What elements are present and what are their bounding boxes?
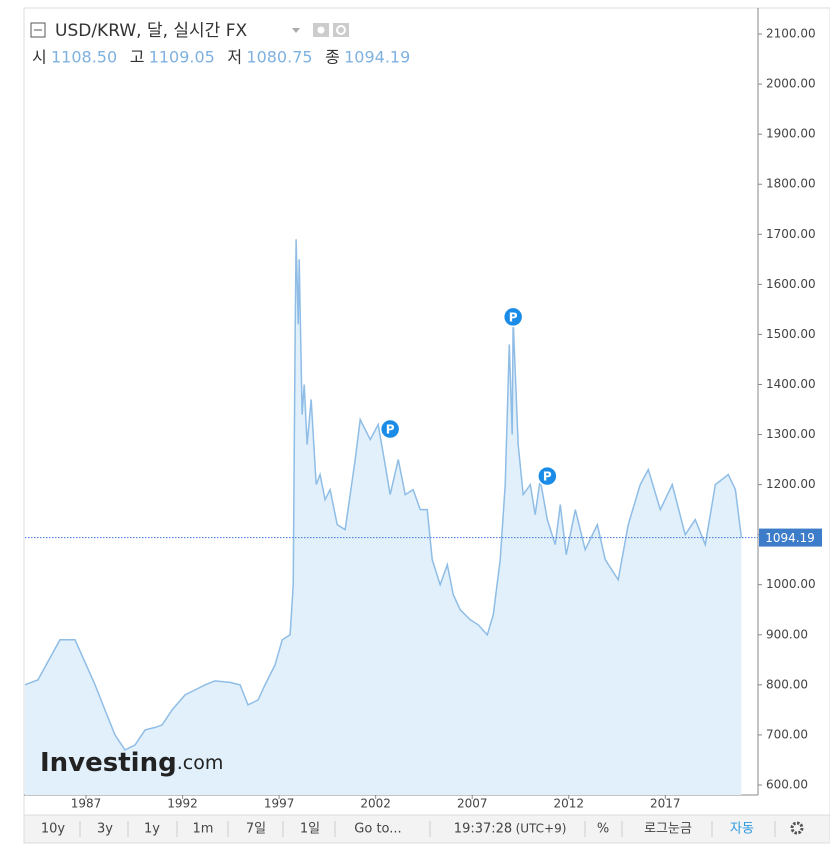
toolbar-time: 19:37:28 [454, 822, 512, 837]
y-tick-label: 1000.00 [766, 577, 816, 591]
last-price-label: 1094.19 [765, 531, 815, 545]
y-tick-label: 1500.00 [766, 327, 816, 341]
event-marker[interactable] [537, 465, 558, 487]
y-tick-label: 2100.00 [766, 27, 816, 41]
event-marker-label: P [386, 423, 395, 437]
ohlc-value: 1108.50 [51, 48, 117, 67]
y-tick-label: 1300.00 [766, 427, 816, 441]
ohlc-label: 종 [325, 48, 340, 67]
price-line [24, 239, 743, 751]
gear-icon-hole [795, 826, 799, 830]
y-tick-label: 1900.00 [766, 127, 816, 141]
logo-name: Investing [40, 748, 177, 778]
x-tick-label: 2007 [457, 797, 488, 811]
last-price-badge [759, 528, 822, 547]
y-tick-label: 1700.00 [766, 227, 816, 241]
chart-title: USD/KRW, 달, 실시간 FX [55, 21, 247, 41]
toolbar-button[interactable]: 1일 [300, 822, 320, 837]
toolbar-group: 10y 3y 1y 1m 7일 1일 Go to... 19:37:28 (UTC+9)% 로그눈… [41, 821, 776, 837]
dropdown-arrow[interactable] [292, 28, 300, 33]
y-tick-label: 800.00 [766, 677, 808, 691]
y-tick-label: 600.00 [766, 777, 808, 791]
toolbar-button[interactable]: 10y [41, 822, 66, 837]
ohlc-label: 고 [130, 48, 145, 67]
ohlc-value: 1094.19 [344, 48, 410, 67]
toolbar-auto[interactable]: 자동 [730, 822, 754, 837]
toolbar-log[interactable]: 로그눈금 [644, 822, 692, 837]
y-tick-label: 700.00 [766, 727, 808, 741]
toolbar-button[interactable]: 7일 [246, 822, 266, 837]
ohlc-label: 저 [227, 48, 242, 67]
y-tick-label: 1200.00 [766, 477, 816, 491]
x-tick-label: 2002 [360, 797, 391, 811]
toolbar-button[interactable]: 1y [144, 822, 160, 837]
eye-icon-pupil [317, 26, 325, 34]
collapse-icon[interactable] [30, 22, 46, 38]
settings-icon-ring [336, 25, 346, 35]
toolbar-button[interactable]: 3y [97, 822, 113, 837]
toolbar-timezone[interactable]: (UTC+9) [516, 822, 567, 836]
x-tick-label: 1997 [264, 797, 295, 811]
x-tick-label: 1987 [71, 797, 102, 811]
toolbar-button[interactable]: 1m [193, 822, 214, 837]
y-tick-label: 1600.00 [766, 277, 816, 291]
y-tick-label: 2000.00 [766, 77, 816, 91]
x-tick-label: 2017 [650, 797, 681, 811]
event-marker[interactable] [502, 306, 524, 328]
toolbar-button[interactable]: Go to... [354, 822, 401, 837]
ohlc-value: 1080.75 [246, 48, 312, 67]
logo: Investing.com [40, 748, 223, 778]
y-tick-label: 1800.00 [766, 177, 816, 191]
x-tick-label: 1992 [167, 797, 198, 811]
y-tick-label: 900.00 [766, 627, 808, 641]
settings-icon[interactable] [333, 23, 349, 37]
event-marker-label: P [543, 470, 552, 484]
area-fill [25, 239, 742, 796]
event-marker-label: P [509, 310, 518, 324]
x-tick-label: 2012 [553, 797, 584, 811]
logo-suffix: .com [177, 752, 224, 774]
event-marker[interactable] [379, 418, 401, 440]
toolbar [23, 814, 830, 844]
ohlc-label: 시 [32, 48, 47, 67]
gear-icon[interactable] [790, 821, 804, 835]
y-tick-label: 1400.00 [766, 377, 816, 391]
ohlc-value: 1109.05 [149, 48, 215, 67]
toolbar-percent[interactable]: % [597, 822, 609, 837]
